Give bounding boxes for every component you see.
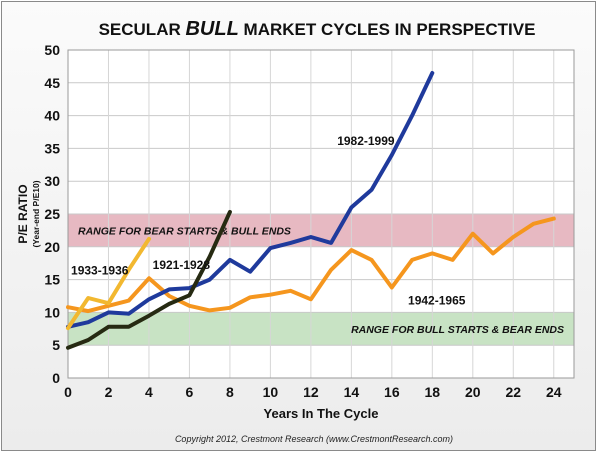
chart-title-part-0: SECULAR xyxy=(99,20,186,39)
band-label-bull-starts: RANGE FOR BULL STARTS & BEAR ENDS xyxy=(351,324,564,336)
y-tick-label-15: 15 xyxy=(44,272,60,288)
y-tick-label-45: 45 xyxy=(44,75,60,91)
series-line-1933-1936 xyxy=(66,236,151,331)
series-label-1921-1928: 1921-1928 xyxy=(153,258,211,272)
plot-border xyxy=(67,49,575,379)
y-tick-label-35: 35 xyxy=(44,140,60,156)
x-tick-label-24: 24 xyxy=(546,384,562,400)
y-tick-label-40: 40 xyxy=(44,108,60,124)
y-axis-title: P/E RATIO xyxy=(16,184,30,243)
series-line-1921-1928 xyxy=(66,210,232,350)
y-tick-label-50: 50 xyxy=(44,42,60,58)
chart-title-part-1: BULL xyxy=(185,18,238,40)
series-label-1942-1965: 1942-1965 xyxy=(408,294,466,308)
x-tick-label-4: 4 xyxy=(145,384,153,400)
series-label-1933-1936: 1933-1936 xyxy=(71,263,129,277)
x-tick-label-12: 12 xyxy=(303,384,319,400)
series-line-1942-1965 xyxy=(66,216,556,314)
x-tick-label-6: 6 xyxy=(186,384,194,400)
y-tick-label-25: 25 xyxy=(44,206,60,222)
x-axis-title: Years In The Cycle xyxy=(264,406,379,421)
x-tick-label-14: 14 xyxy=(344,384,360,400)
chart-title-part-2: MARKET CYCLES IN PERSPECTIVE xyxy=(239,20,536,39)
y-tick-label-0: 0 xyxy=(52,370,60,386)
y-axis-subtitle: (Year-end P/E10) xyxy=(31,180,41,247)
chart-title: SECULAR BULL MARKET CYCLES IN PERSPECTIV… xyxy=(99,18,536,40)
x-tick-label-0: 0 xyxy=(64,384,72,400)
y-tick-label-5: 5 xyxy=(52,337,60,353)
x-tick-label-22: 22 xyxy=(505,384,521,400)
x-tick-label-20: 20 xyxy=(465,384,481,400)
y-tick-label-10: 10 xyxy=(44,304,60,320)
band-label-bear-starts: RANGE FOR BEAR STARTS & BULL ENDS xyxy=(78,225,291,237)
x-tick-label-2: 2 xyxy=(105,384,113,400)
series-label-1982-1999: 1982-1999 xyxy=(337,134,395,148)
series-line-1982-1999 xyxy=(66,71,435,329)
y-tick-label-20: 20 xyxy=(44,239,60,255)
x-tick-label-8: 8 xyxy=(226,384,234,400)
x-tick-label-18: 18 xyxy=(425,384,441,400)
x-tick-label-16: 16 xyxy=(384,384,400,400)
y-tick-label-30: 30 xyxy=(44,173,60,189)
x-tick-label-10: 10 xyxy=(263,384,279,400)
copyright-text: Copyright 2012, Crestmont Research (www.… xyxy=(175,434,453,444)
band-1 xyxy=(68,312,574,346)
